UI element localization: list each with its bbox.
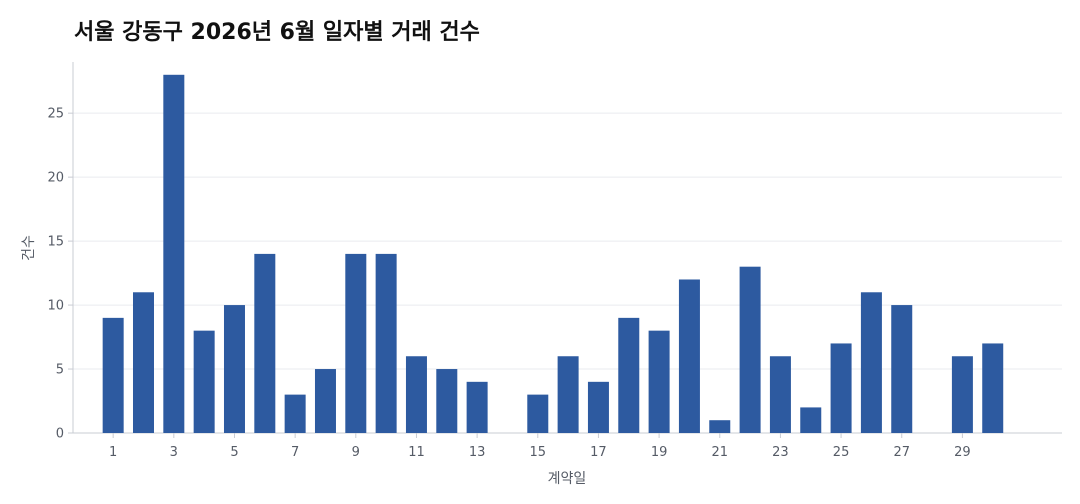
x-tick-label-21: 21 [711, 445, 728, 460]
bar-day-3 [163, 74, 185, 434]
x-tick-label-7: 7 [291, 445, 299, 460]
x-tick-label-9: 9 [352, 445, 360, 460]
x-tick-label-3: 3 [170, 445, 178, 460]
x-tick-label-25: 25 [833, 445, 850, 460]
y-tick-label-20: 20 [47, 171, 64, 186]
y-tick-label-15: 15 [47, 235, 64, 250]
bar-day-16 [557, 356, 579, 433]
y-tick-label-0: 0 [56, 427, 64, 442]
bar-day-17 [587, 381, 609, 433]
bar-day-26 [860, 292, 882, 433]
bar-day-21 [709, 420, 731, 433]
bar-day-24 [800, 407, 822, 433]
bar-day-7 [284, 394, 306, 433]
bar-day-29 [951, 356, 973, 433]
bar-day-9 [345, 253, 367, 433]
bar-day-23 [769, 356, 791, 433]
bar-day-2 [132, 292, 154, 433]
bar-day-15 [527, 394, 549, 433]
x-tick-label-27: 27 [893, 445, 910, 460]
bar-day-25 [830, 343, 852, 433]
bar-day-27 [891, 305, 913, 433]
bar-day-13 [466, 381, 488, 433]
bars [102, 74, 1004, 434]
x-axis-title: 계약일 [548, 471, 587, 487]
bar-day-4 [193, 330, 215, 433]
bar-day-10 [375, 253, 397, 433]
x-tick-label-29: 29 [954, 445, 971, 460]
bar-day-18 [618, 317, 640, 433]
bar-day-22 [739, 266, 761, 433]
bar-day-19 [648, 330, 670, 433]
y-tick-label-25: 25 [47, 107, 64, 122]
y-tick-label-5: 5 [56, 363, 64, 378]
y-axis-title: 건수 [21, 235, 37, 261]
grid-lines [73, 112, 1062, 370]
bar-day-11 [405, 356, 427, 433]
bar-day-30 [982, 343, 1004, 433]
x-tick-label-17: 17 [590, 445, 607, 460]
x-tick-label-5: 5 [230, 445, 238, 460]
bar-day-20 [678, 279, 700, 433]
bar-day-5 [223, 305, 245, 433]
bar-day-12 [436, 369, 458, 433]
x-tick-label-11: 11 [408, 445, 425, 460]
bar-day-8 [314, 369, 336, 433]
chart-title: 서울 강동구 2026년 6월 일자별 거래 건수 [74, 20, 480, 45]
x-tick-label-1: 1 [109, 445, 117, 460]
x-tick-label-13: 13 [469, 445, 486, 460]
x-tick-label-23: 23 [772, 445, 789, 460]
x-tick-label-15: 15 [530, 445, 547, 460]
x-tick-label-19: 19 [651, 445, 668, 460]
y-tick-label-10: 10 [47, 299, 64, 314]
bar-day-6 [254, 253, 276, 433]
bar-day-1 [102, 317, 124, 433]
